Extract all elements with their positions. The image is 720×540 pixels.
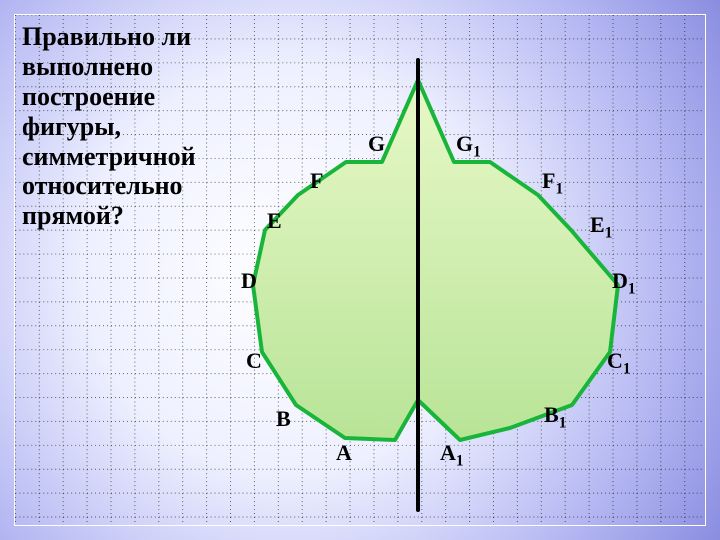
point-label-F: F xyxy=(310,168,323,194)
point-label-E: E xyxy=(267,208,282,234)
point-label-F1: F1 xyxy=(542,168,563,198)
point-label-A: A xyxy=(336,440,352,466)
point-label-E1: E1 xyxy=(590,212,612,242)
point-label-D: D xyxy=(241,268,257,294)
point-label-B: B xyxy=(276,406,291,432)
point-label-C1: C1 xyxy=(607,348,631,378)
diagram-canvas: Правильно ливыполненопостроениефигуры,си… xyxy=(0,0,720,540)
point-label-D1: D1 xyxy=(612,268,636,298)
point-label-B1: B1 xyxy=(544,402,566,432)
point-label-G: G xyxy=(368,131,385,157)
point-label-A1: A1 xyxy=(440,440,464,470)
point-label-C: C xyxy=(246,348,262,374)
question-text: Правильно ливыполненопостроениефигуры,си… xyxy=(22,22,196,231)
point-label-G1: G1 xyxy=(456,131,481,161)
